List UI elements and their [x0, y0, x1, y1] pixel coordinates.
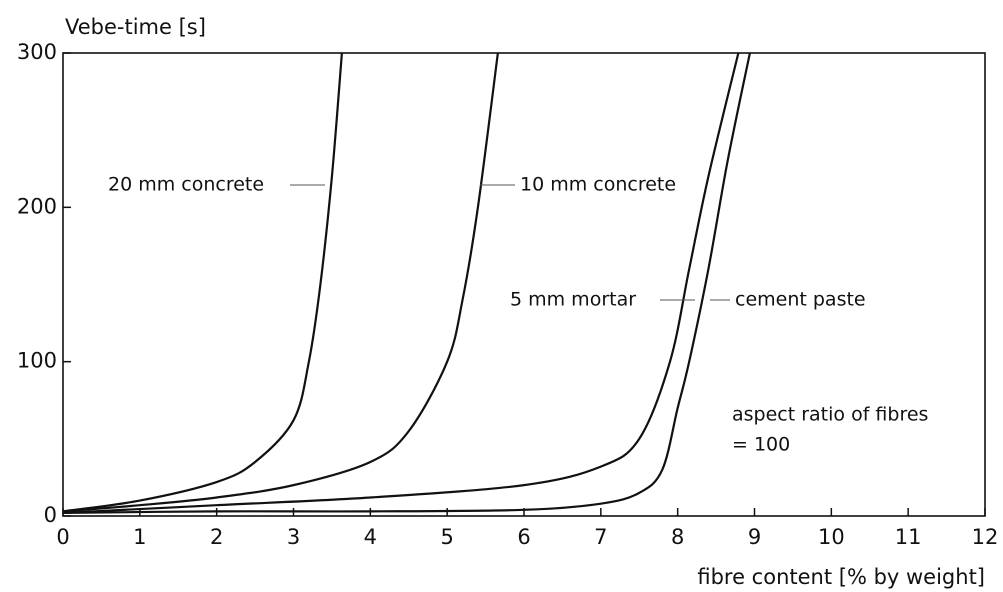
- x-tick-label: 4: [364, 525, 377, 549]
- curve: [62, 52, 344, 513]
- curve: [62, 52, 740, 515]
- x-tick-label: 0: [56, 525, 69, 549]
- x-tick-label: 7: [594, 525, 607, 549]
- x-tick-label: 9: [748, 525, 761, 549]
- y-axis-label: Vebe-time [s]: [65, 15, 206, 39]
- curve: [62, 52, 499, 513]
- x-tick-label: 1: [133, 525, 146, 549]
- x-tick-label: 5: [440, 525, 453, 549]
- curve-label: cement paste: [735, 289, 866, 311]
- curve-label: 5 mm mortar: [510, 289, 636, 311]
- y-tick-label: 0: [44, 503, 57, 527]
- x-tick-label: 12: [972, 525, 999, 549]
- x-tick-label: 6: [517, 525, 530, 549]
- curve-label: 20 mm concrete: [108, 174, 264, 196]
- x-axis-label: fibre content [% by weight]: [697, 565, 985, 589]
- y-tick-label: 300: [17, 40, 57, 64]
- plot-frame: [62, 52, 986, 517]
- x-tick-label: 3: [287, 525, 300, 549]
- y-tick-label: 100: [17, 349, 57, 373]
- x-tick-label: 8: [671, 525, 684, 549]
- curve: [62, 52, 751, 515]
- annotation: aspect ratio of fibres: [732, 404, 928, 426]
- curve-label: 10 mm concrete: [520, 174, 676, 196]
- y-tick-label: 200: [17, 194, 57, 218]
- annotation: = 100: [732, 434, 790, 456]
- x-tick-label: 2: [210, 525, 223, 549]
- x-tick-label: 11: [895, 525, 922, 549]
- x-tick-label: 10: [818, 525, 845, 549]
